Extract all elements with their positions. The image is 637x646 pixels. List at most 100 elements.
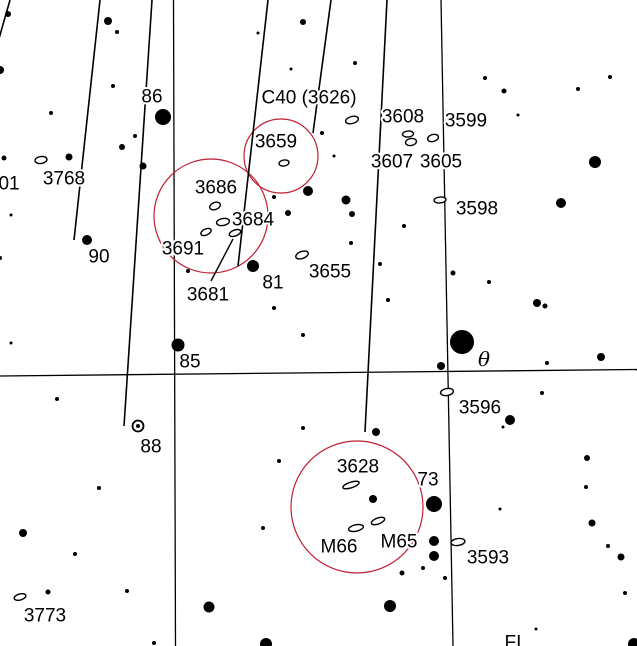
star-dot (556, 198, 566, 208)
galaxy-ellipse-3628 (342, 480, 360, 490)
object-label-85: 85 (179, 352, 200, 373)
object-label-M66: M66 (321, 537, 358, 558)
star-dot (540, 391, 544, 395)
object-label-3593: 3593 (467, 548, 509, 569)
star-dot (421, 566, 425, 570)
star-dot (261, 526, 265, 530)
star-dot (277, 459, 281, 463)
star-dot-theta (450, 330, 474, 354)
double-star-dot (372, 428, 380, 436)
galaxy-ellipse-3681 (228, 228, 242, 238)
object-label-90: 90 (88, 247, 109, 268)
object-label-86: 86 (141, 87, 162, 108)
star-dot (498, 507, 502, 511)
galaxy-ellipse-3684 (215, 217, 231, 227)
object-label-3686: 3686 (195, 178, 237, 199)
star-dot (152, 641, 156, 645)
star-dot-86 (155, 109, 171, 125)
double-star-tick-88 (123, 0, 153, 427)
star-dot (9, 213, 13, 217)
star-dot (332, 154, 336, 158)
highlight-circle-leo-triplet (290, 440, 424, 574)
star-dot (9, 341, 13, 345)
star-dot (533, 299, 541, 307)
star-dot (186, 269, 190, 273)
variable-star-core-88 (136, 424, 140, 428)
object-label-3608: 3608 (382, 107, 424, 128)
star-dot (260, 638, 272, 646)
star-dot (349, 211, 355, 217)
star-dot (353, 61, 357, 65)
object-label-3628: 3628 (337, 457, 379, 478)
star-dot (49, 111, 53, 115)
object-label-3768: 3768 (43, 169, 85, 190)
star-dot (608, 75, 612, 79)
star-dot (55, 397, 59, 401)
object-label-81: 81 (262, 273, 283, 294)
galaxy-ellipse-3686 (208, 201, 222, 211)
galaxy-ellipse-3659 (278, 159, 290, 167)
object-label-M65: M65 (381, 532, 418, 553)
star-dot (73, 552, 77, 556)
star-dot (289, 67, 293, 71)
star-dot (534, 627, 538, 631)
star-dot (597, 353, 605, 361)
object-label-θ: θ (478, 347, 490, 371)
object-label-73: 73 (417, 470, 438, 491)
galaxy-ellipse-3691 (200, 227, 212, 237)
star-dot (386, 298, 390, 302)
double-star-tick (364, 0, 388, 433)
star-dot (65, 153, 73, 161)
star-dot (487, 280, 491, 284)
grid-line-vertical-line-left (172, 0, 177, 646)
star-dot (111, 84, 115, 88)
star-dot (303, 186, 313, 196)
star-dot (0, 256, 2, 260)
star-dot (589, 156, 601, 168)
galaxy-ellipse-3607 (404, 137, 418, 147)
object-label-3681: 3681 (187, 285, 229, 306)
double-star-tick (0, 0, 11, 38)
star-dot (429, 551, 439, 561)
double-star-dot (320, 131, 324, 135)
star-dot (623, 591, 627, 595)
galaxy-ellipse-3598 (433, 196, 447, 204)
star-dot (125, 589, 129, 593)
star-dot (203, 601, 215, 613)
highlight-circle-3659 (243, 118, 319, 194)
star-dot (516, 113, 520, 117)
object-label-3599: 3599 (445, 111, 487, 132)
star-dot (272, 195, 276, 199)
star-dot (450, 270, 456, 276)
star-dot (45, 589, 51, 595)
star-dot (19, 529, 27, 537)
double-star-tick-90 (73, 0, 101, 241)
star-dot (104, 17, 112, 25)
star-dot (617, 553, 625, 561)
star-dot (402, 224, 406, 228)
star-dot (300, 19, 306, 25)
object-label-3655: 3655 (309, 262, 351, 283)
double-star-dot-81 (247, 260, 259, 272)
star-dot (97, 486, 101, 490)
star-dot (483, 76, 487, 80)
pointer-line-3681 (210, 238, 234, 282)
object-label-3691: 3691 (162, 239, 204, 260)
star-dot (349, 241, 353, 245)
star-dot (285, 210, 291, 216)
star-dot (628, 638, 637, 646)
star-dot (301, 333, 305, 337)
star-dot (505, 415, 515, 425)
star-dot (341, 195, 351, 205)
star-dot (119, 144, 125, 150)
galaxy-ellipse-3768 (34, 155, 48, 165)
double-star-dot (0, 66, 4, 74)
star-dot (133, 134, 137, 138)
galaxy-ellipse-3608 (401, 130, 415, 138)
star-dot (1, 155, 7, 161)
star-dot (437, 362, 445, 370)
galaxy-ellipse-3773 (13, 593, 27, 601)
grid-line-vertical-line-right (440, 0, 454, 646)
star-dot (399, 570, 405, 576)
